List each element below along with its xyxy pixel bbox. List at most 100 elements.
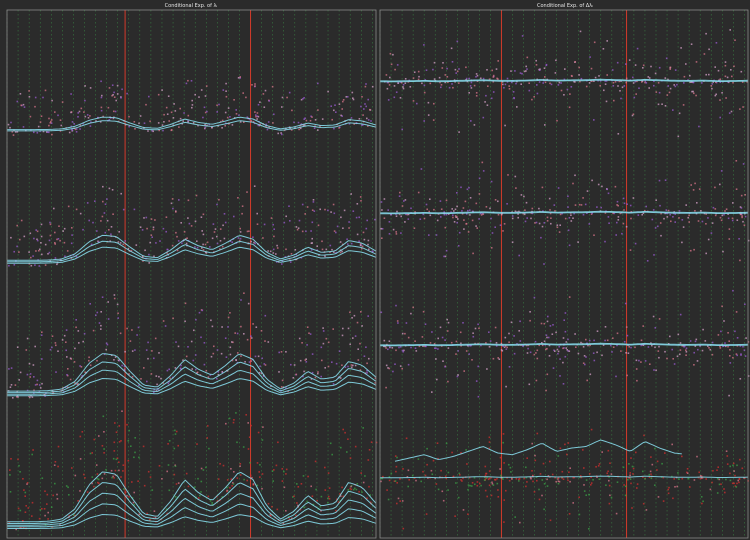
scatter-point — [557, 455, 560, 457]
scatter-point — [56, 498, 59, 500]
scatter-point — [669, 213, 671, 216]
scatter-point — [552, 324, 554, 326]
scatter-point — [583, 355, 586, 357]
scatter-point — [144, 249, 146, 252]
scatter-point — [735, 188, 738, 190]
scatter-point — [711, 87, 713, 90]
scatter-point — [524, 220, 527, 223]
scatter-point — [509, 466, 512, 469]
scatter-point — [541, 494, 543, 497]
scatter-point — [143, 127, 145, 129]
scatter-point — [550, 217, 552, 219]
scatter-point — [296, 483, 298, 485]
scatter-point — [739, 206, 742, 208]
scatter-point — [518, 477, 521, 480]
scatter-point — [566, 88, 569, 91]
scatter-point — [233, 471, 235, 473]
scatter-point — [124, 491, 127, 493]
scatter-point — [719, 183, 721, 186]
scatter-point — [153, 510, 156, 512]
scatter-point — [671, 475, 673, 478]
scatter-point — [371, 250, 374, 253]
scatter-point — [642, 502, 645, 505]
scatter-point — [503, 223, 506, 225]
scatter-point — [439, 200, 442, 202]
scatter-point — [730, 69, 732, 71]
scatter-point — [398, 195, 401, 197]
scatter-point — [642, 325, 644, 327]
scatter-point — [250, 240, 252, 243]
scatter-point — [276, 508, 279, 511]
scatter-point — [362, 124, 364, 126]
scatter-point — [728, 238, 731, 240]
scatter-point — [649, 363, 651, 365]
scatter-point — [33, 389, 35, 392]
scatter-point — [358, 240, 360, 242]
scatter-point — [28, 263, 31, 265]
scatter-point — [359, 196, 362, 198]
scatter-point — [16, 131, 19, 133]
scatter-point — [244, 361, 246, 363]
scatter-point — [484, 489, 487, 492]
panel-left: Conditional Exp. of λᵢ — [6, 3, 378, 539]
scatter-point — [354, 487, 356, 490]
scatter-point — [635, 359, 638, 362]
scatter-point — [693, 364, 695, 366]
scatter-point — [221, 119, 224, 122]
scatter-point — [549, 212, 552, 215]
scatter-point — [19, 371, 22, 374]
scatter-point — [714, 94, 717, 97]
scatter-point — [152, 226, 155, 229]
scatter-point — [367, 243, 369, 246]
scatter-point — [455, 72, 457, 74]
scatter-point — [51, 346, 53, 349]
scatter-point — [17, 458, 19, 461]
scatter-point — [226, 486, 228, 489]
scatter-point — [681, 241, 683, 244]
scatter-point — [724, 342, 726, 344]
scatter-point — [89, 125, 92, 127]
scatter-point — [311, 237, 313, 240]
scatter-point — [575, 346, 577, 348]
scatter-point — [96, 311, 99, 314]
scatter-point — [71, 121, 74, 123]
scatter-point — [138, 513, 141, 516]
scatter-point — [38, 249, 40, 252]
scatter-point — [320, 510, 322, 512]
scatter-point — [721, 214, 724, 217]
scatter-point — [484, 474, 487, 477]
scatter-point — [56, 238, 58, 241]
scatter-point — [584, 363, 586, 366]
scatter-point — [204, 251, 207, 254]
scatter-point — [210, 355, 213, 358]
scatter-point — [390, 213, 392, 216]
scatter-point — [335, 231, 337, 234]
scatter-point — [249, 474, 252, 477]
scatter-point — [110, 233, 112, 235]
scatter-point — [363, 108, 365, 110]
scatter-point — [103, 353, 106, 356]
scatter-point — [386, 489, 388, 491]
scatter-point — [166, 252, 168, 254]
scatter-point — [332, 383, 335, 385]
scatter-point — [586, 379, 588, 382]
scatter-point — [657, 225, 659, 228]
scatter-point — [105, 468, 107, 471]
scatter-point — [239, 77, 241, 79]
scatter-point — [240, 355, 242, 357]
scatter-point — [471, 219, 474, 222]
scatter-point — [729, 29, 731, 31]
scatter-point — [729, 479, 732, 482]
scatter-point — [701, 349, 704, 352]
scatter-point — [232, 483, 235, 485]
scatter-point — [535, 476, 538, 478]
scatter-point — [418, 75, 420, 78]
scatter-point — [22, 526, 25, 529]
scatter-point — [623, 202, 626, 205]
scatter-point — [600, 206, 602, 209]
scatter-point — [502, 83, 504, 86]
scatter-point — [556, 226, 559, 229]
scatter-point — [101, 477, 104, 480]
scatter-point — [142, 255, 144, 258]
scatter-point — [415, 479, 417, 482]
